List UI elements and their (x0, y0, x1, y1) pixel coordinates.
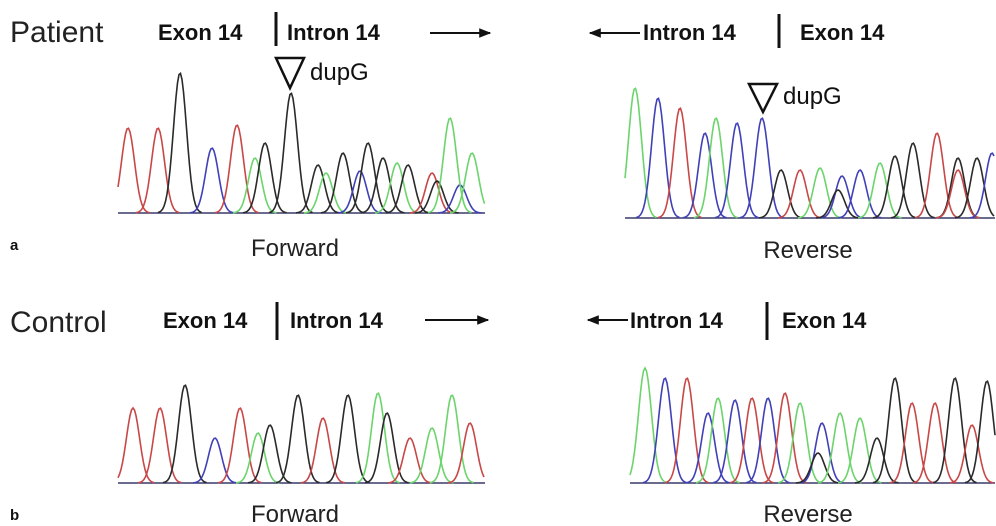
peak (326, 395, 370, 482)
region-label: Exon 14 (800, 20, 885, 45)
peak (158, 73, 202, 212)
peak (163, 385, 207, 482)
peak (730, 398, 774, 482)
peak (138, 408, 182, 483)
peak (630, 368, 666, 482)
peak (950, 425, 994, 483)
chromatogram (630, 368, 995, 483)
chromatogram (118, 73, 485, 213)
caption: Forward (251, 501, 339, 526)
peak (715, 123, 759, 217)
peak (321, 153, 365, 213)
peak (450, 153, 485, 213)
peak (694, 118, 738, 217)
panel-label: a (10, 237, 19, 254)
peak (658, 108, 702, 217)
peak (625, 88, 657, 217)
figure: Patient Exon 14 Intron 14 dupG Intron 14… (0, 0, 996, 526)
peak (936, 170, 980, 218)
peak (858, 163, 902, 218)
region-label: Intron 14 (287, 20, 381, 45)
peak (778, 403, 822, 483)
peak (304, 173, 348, 213)
insertion-marker (749, 84, 777, 112)
peak (665, 378, 709, 482)
region-label: Exon 14 (782, 308, 867, 333)
subject-label: Patient (10, 16, 104, 49)
peak (428, 118, 472, 212)
peak (873, 156, 917, 218)
peak (746, 398, 790, 482)
region-label: Exon 14 (158, 20, 243, 45)
caption: Forward (251, 235, 339, 262)
chromatogram (118, 385, 485, 483)
peak (118, 408, 154, 483)
page: Patient Exon 14 Intron 14 dupG Intron 14… (0, 0, 996, 526)
peak (215, 125, 259, 212)
mutation-label: dupG (310, 59, 369, 86)
peak (933, 378, 977, 482)
peak (763, 393, 807, 482)
caption: Reverse (763, 237, 852, 264)
peak (855, 438, 899, 483)
region-label: Intron 14 (290, 308, 384, 333)
region-label: Intron 14 (643, 20, 737, 45)
peak (276, 395, 320, 482)
peak (361, 158, 405, 213)
peak (218, 408, 262, 483)
panel-label: b (10, 507, 19, 524)
peak (818, 413, 862, 483)
insertion-marker (276, 58, 304, 88)
peak (346, 143, 390, 213)
peak (190, 148, 234, 213)
region-label: Intron 14 (630, 308, 724, 333)
subject-label: Control (10, 306, 107, 339)
mutation-label: dupG (783, 83, 842, 110)
peak (740, 118, 784, 217)
region-label: Exon 14 (163, 308, 248, 333)
peak (873, 378, 917, 482)
peak (233, 158, 277, 213)
peak (696, 398, 740, 482)
caption: Reverse (763, 501, 852, 526)
